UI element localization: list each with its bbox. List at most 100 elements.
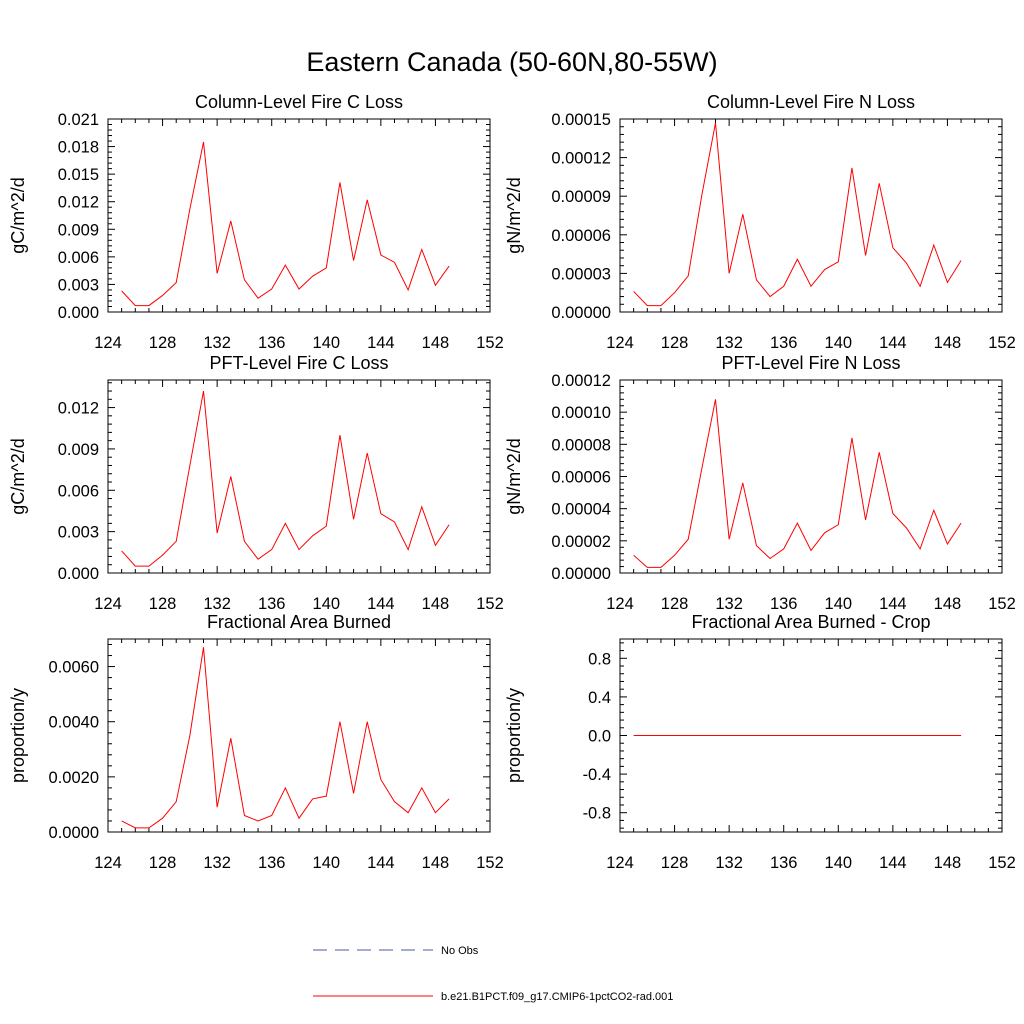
- x-tick-label: 144: [879, 854, 907, 872]
- y-tick-label: -0.4: [583, 766, 611, 784]
- panel-title: Fractional Area Burned - Crop: [691, 612, 930, 632]
- y-tick-label: 0.4: [588, 689, 611, 707]
- x-tick-label: 140: [313, 595, 341, 613]
- x-tick-label: 136: [770, 854, 798, 872]
- panel-title: PFT-Level Fire C Loss: [209, 353, 388, 373]
- legend-label-model-run: b.e21.B1PCT.f09_g17.CMIP6-1pctCO2-rad.00…: [441, 991, 673, 1003]
- x-tick-label: 140: [825, 334, 853, 352]
- y-tick-label: 0.0020: [49, 769, 99, 787]
- panel-title: Fractional Area Burned: [207, 612, 391, 632]
- x-tick-label: 136: [258, 595, 286, 613]
- y-tick-label: 0.00006: [551, 227, 611, 245]
- x-tick-label: 152: [988, 595, 1016, 613]
- panel-column-n-loss: Column-Level Fire N Loss 124 128 132 136 140 1…: [504, 92, 1016, 352]
- y-tick-label: 0.012: [58, 194, 99, 212]
- y-axis-label: gC/m^2/d: [8, 438, 28, 514]
- panel-title: PFT-Level Fire N Loss: [721, 353, 900, 373]
- x-tick-label: 152: [476, 595, 504, 613]
- x-tick-label: 124: [94, 595, 122, 613]
- x-tick-label: 152: [476, 854, 504, 872]
- plot-frame: [107, 638, 491, 833]
- x-tick-label: 124: [606, 334, 634, 352]
- y-tick-label: 0.000: [58, 304, 99, 322]
- y-tick-label: 0.006: [58, 249, 99, 267]
- panel-area-burned: Fractional Area Burned 124 128 132 136 140 144…: [8, 612, 504, 872]
- y-tick-label: 0.000: [58, 565, 99, 583]
- x-tick-label: 144: [879, 595, 907, 613]
- series-line: [633, 399, 962, 568]
- series-line: [121, 141, 450, 307]
- main-title: Eastern Canada (50-60N,80-55W): [306, 47, 717, 77]
- x-tick-label: 148: [934, 595, 962, 613]
- y-tick-label: 0.0060: [49, 659, 99, 677]
- x-tick-label: 128: [661, 334, 689, 352]
- y-tick-label: 0.006: [58, 482, 99, 500]
- y-tick-label: 0.8: [588, 650, 611, 668]
- panel-title: Column-Level Fire N Loss: [707, 92, 915, 112]
- x-tick-label: 148: [934, 334, 962, 352]
- x-tick-label: 148: [422, 854, 450, 872]
- y-axis-label: gN/m^2/d: [504, 177, 524, 253]
- y-tick-label: 0.00012: [551, 372, 611, 390]
- y-axis-label: gN/m^2/d: [504, 438, 524, 514]
- x-tick-label: 140: [825, 854, 853, 872]
- x-tick-label: 144: [367, 595, 395, 613]
- x-tick-label: 124: [606, 595, 634, 613]
- x-tick-label: 152: [988, 334, 1016, 352]
- plot-frame: [619, 379, 1003, 574]
- x-tick-label: 132: [715, 854, 743, 872]
- y-tick-label: 0.003: [58, 276, 99, 294]
- x-tick-label: 140: [825, 595, 853, 613]
- x-tick-label: 128: [149, 595, 177, 613]
- legend-label-no-obs: No Obs: [441, 945, 479, 957]
- x-tick-label: 148: [422, 595, 450, 613]
- y-tick-label: 0.00000: [551, 304, 611, 322]
- y-tick-label: 0.015: [58, 166, 99, 184]
- y-tick-label: 0.00010: [551, 404, 611, 422]
- y-tick-label: 0.00008: [551, 436, 611, 454]
- x-tick-label: 140: [313, 854, 341, 872]
- x-tick-label: 144: [879, 334, 907, 352]
- plot-frame: [107, 379, 491, 574]
- x-tick-label: 136: [770, 595, 798, 613]
- x-tick-label: 132: [203, 854, 231, 872]
- y-tick-label: 0.00002: [551, 533, 611, 551]
- y-tick-label: 0.0000: [49, 824, 99, 842]
- panel-pft-n-loss: PFT-Level Fire N Loss 124 128 132 136 140 144 1…: [504, 353, 1016, 613]
- x-tick-label: 152: [476, 334, 504, 352]
- y-tick-label: 0.0040: [49, 714, 99, 732]
- x-tick-label: 124: [606, 854, 634, 872]
- series-line: [633, 122, 962, 307]
- panel-pft-c-loss: PFT-Level Fire C Loss 124 128 132 136 140 144 1…: [8, 353, 504, 613]
- x-tick-label: 136: [770, 334, 798, 352]
- x-tick-label: 128: [661, 854, 689, 872]
- y-tick-label: 0.018: [58, 139, 99, 157]
- x-tick-label: 128: [149, 334, 177, 352]
- y-axis-label: proportion/y: [504, 688, 524, 783]
- y-tick-label: 0.00006: [551, 469, 611, 487]
- y-tick-label: -0.8: [583, 805, 611, 823]
- y-tick-label: 0.00000: [551, 565, 611, 583]
- plot-frame: [107, 118, 491, 313]
- y-tick-label: 0.009: [58, 221, 99, 239]
- y-tick-label: 0.021: [58, 111, 99, 129]
- x-tick-label: 132: [203, 334, 231, 352]
- plot-frame: [619, 118, 1003, 313]
- x-tick-label: 132: [715, 334, 743, 352]
- y-tick-label: 0.0: [588, 728, 611, 746]
- x-tick-label: 136: [258, 334, 286, 352]
- y-tick-label: 0.00003: [551, 265, 611, 283]
- y-tick-label: 0.003: [58, 524, 99, 542]
- y-tick-label: 0.009: [58, 441, 99, 459]
- x-tick-label: 132: [715, 595, 743, 613]
- y-tick-label: 0.00015: [551, 111, 611, 129]
- series-line: [121, 390, 450, 567]
- y-tick-label: 0.00012: [551, 150, 611, 168]
- y-axis-label: proportion/y: [8, 688, 28, 783]
- x-tick-label: 128: [661, 595, 689, 613]
- x-tick-label: 152: [988, 854, 1016, 872]
- x-tick-label: 136: [258, 854, 286, 872]
- y-tick-label: 0.012: [58, 400, 99, 418]
- x-tick-label: 124: [94, 334, 122, 352]
